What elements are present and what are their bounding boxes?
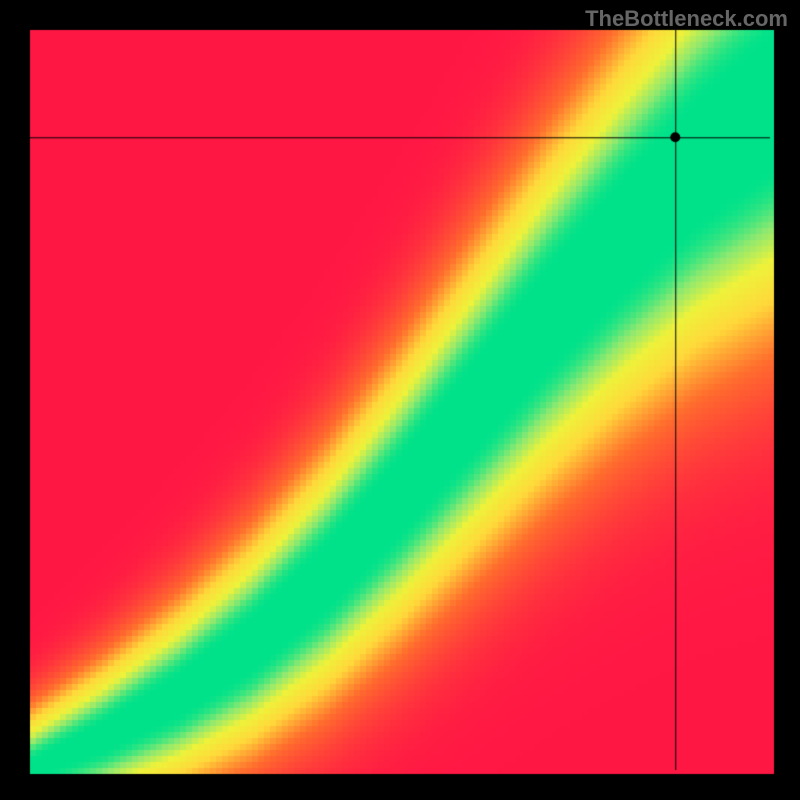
heatmap-canvas [0,0,800,800]
chart-stage: TheBottleneck.com [0,0,800,800]
watermark-text: TheBottleneck.com [585,6,788,32]
